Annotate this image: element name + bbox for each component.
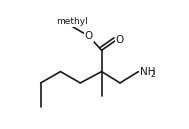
Text: 2: 2: [150, 70, 155, 79]
Text: NH: NH: [140, 67, 155, 77]
Text: O: O: [85, 31, 93, 41]
Text: O: O: [116, 35, 124, 45]
Text: methyl: methyl: [56, 17, 88, 26]
